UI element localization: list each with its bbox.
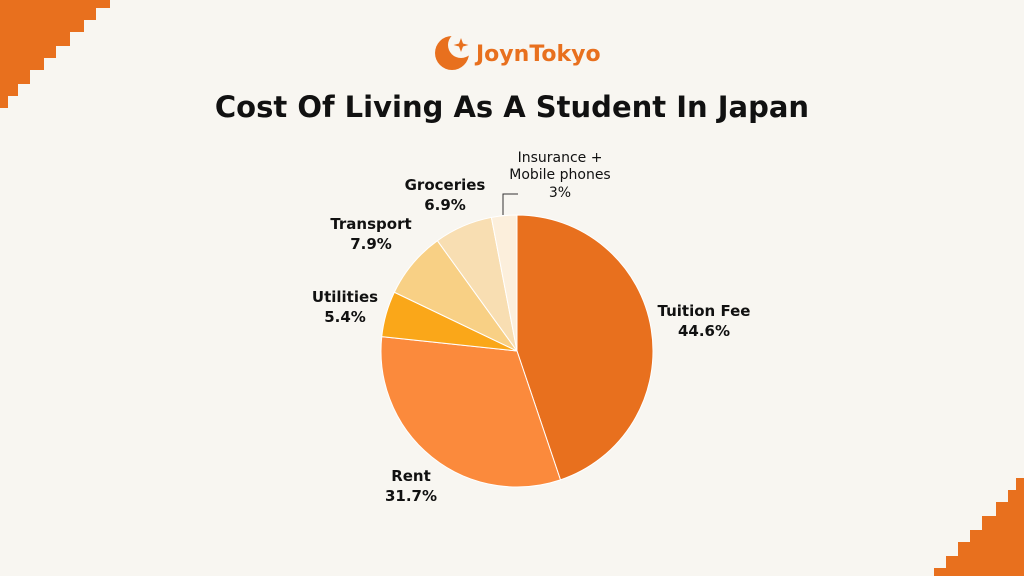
label-utilities-value: 5.4% xyxy=(324,308,366,326)
brand-name-part2: Tokyo xyxy=(529,42,600,67)
pie-chart xyxy=(380,214,654,488)
label-tuition-fee-name: Tuition Fee xyxy=(658,302,751,320)
label-insurance-leader-line xyxy=(502,193,518,215)
slice-tuition-fee xyxy=(516,214,654,481)
brand-name-part1: Joyn xyxy=(474,42,529,67)
slice-insurance-mobile xyxy=(490,214,518,352)
label-insurance-value: 3% xyxy=(549,185,571,201)
label-tuition-fee-value: 44.6% xyxy=(678,322,730,340)
slice-labels: Tuition Fee 44.6% Rent 31.7% Utilities 5… xyxy=(312,150,751,505)
label-transport-name: Transport xyxy=(330,215,411,233)
corner-accent-top-left xyxy=(0,0,110,108)
crescent-moon-star-icon xyxy=(435,32,474,70)
label-groceries-value: 6.9% xyxy=(424,196,466,214)
label-transport-value: 7.9% xyxy=(350,235,392,253)
brand-logo: JoynTokyo xyxy=(435,32,601,70)
label-utilities-name: Utilities xyxy=(312,288,378,306)
page-title: Cost Of Living As A Student In Japan xyxy=(215,90,809,124)
label-rent-name: Rent xyxy=(391,467,431,485)
label-insurance-name-line2: Mobile phones xyxy=(509,167,610,183)
label-rent-value: 31.7% xyxy=(385,487,437,505)
slice-rent xyxy=(380,336,562,488)
label-groceries-name: Groceries xyxy=(405,176,486,194)
corner-accent-bottom-right xyxy=(934,478,1024,576)
svg-text:JoynTokyo: JoynTokyo xyxy=(474,42,601,67)
label-insurance-name-line1: Insurance + xyxy=(518,150,603,166)
